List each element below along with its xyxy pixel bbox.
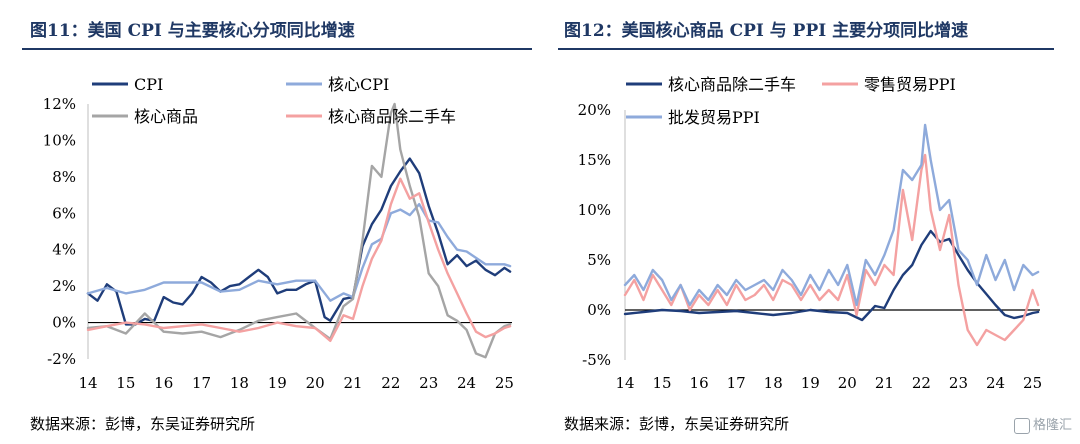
legend-label: 批发贸易PPI [668, 108, 760, 127]
series-line-3 [623, 123, 1040, 307]
series-line-1 [623, 229, 1040, 322]
y-tick-label: -2% [47, 350, 76, 368]
y-tick-label: 5% [587, 251, 611, 269]
source-note-2: 数据来源：彭博，东吴证券研究所 [564, 415, 790, 433]
y-tick-label: 12% [43, 95, 76, 113]
y-tick-label: 4% [52, 241, 76, 259]
x-tick-label: 25 [495, 374, 514, 392]
x-tick-label: 18 [764, 374, 783, 392]
series-line-2 [623, 153, 1040, 347]
chart-panel-1: 图11：美国 CPI 与主要核心分项同比增速 -2% 0% 2% 4% 6% 8% 10% 1… [22, 21, 532, 433]
chart-1-canvas: -2% 0% 2% 4% 6% 8% 10% 12% 14 15 16 17 18 19 20 21 22 23 2… [43, 75, 514, 392]
x-tick-label: 24 [457, 374, 476, 392]
y-tick-label: 6% [52, 204, 76, 222]
series-line-4 [86, 177, 512, 342]
y-tick-label: -5% [582, 351, 611, 369]
x-tick-label: 15 [653, 374, 672, 392]
x-tick-label: 16 [690, 374, 709, 392]
x-tick-label: 23 [419, 374, 438, 392]
legend-label: 核心商品 [134, 107, 198, 126]
x-tick-label: 14 [78, 374, 97, 392]
series-line-3 [86, 102, 512, 359]
x-tick-label: 15 [116, 374, 135, 392]
x-tick-label: 21 [343, 374, 362, 392]
x-tick-label: 14 [615, 374, 634, 392]
watermark: 格隆汇 [1013, 414, 1072, 434]
y-tick-label: 0% [52, 314, 76, 332]
series-line-1 [86, 157, 512, 326]
chart-panel-2: 图12：美国核心商品 CPI 与 PPI 主要分项同比增速 -5% 0% 5% 10%… [540, 0, 1080, 444]
x-tick-label: 16 [154, 374, 173, 392]
chart-2-canvas: -5% 0% 5% 10% 15% 20% 14 15 16 17 18 19 20 21 22 23 24 25… [578, 75, 1042, 392]
x-tick-label: 19 [268, 374, 287, 392]
legend-label: 核心商品除二手车 [668, 75, 796, 94]
x-tick-label: 20 [838, 374, 857, 392]
x-tick-label: 19 [801, 374, 820, 392]
legend-label: 零售贸易PPI [864, 75, 956, 94]
x-tick-label: 22 [912, 374, 931, 392]
chart-title-2: 图12：美国核心商品 CPI 与 PPI 主要分项同比增速 [564, 21, 969, 41]
x-tick-label: 17 [727, 374, 746, 392]
y-tick-label: 20% [578, 101, 611, 119]
y-tick-label: 2% [52, 277, 76, 295]
watermark-logo-icon [1013, 417, 1030, 434]
x-tick-label: 25 [1023, 374, 1042, 392]
y-tick-label: 15% [578, 151, 611, 169]
title-rule-2 [558, 48, 1054, 50]
x-tick-label: 24 [986, 374, 1005, 392]
legend-label: CPI [134, 75, 163, 94]
y-tick-label: 8% [52, 168, 76, 186]
x-tick-label: 20 [306, 374, 325, 392]
source-note-1: 数据来源：彭博，东吴证券研究所 [30, 415, 256, 433]
series-line-2 [86, 202, 512, 302]
y-tick-label: 10% [43, 131, 76, 149]
title-rule-1 [22, 48, 532, 50]
watermark-text: 格隆汇 [1032, 418, 1072, 433]
legend-label: 核心商品除二手车 [328, 107, 456, 126]
y-tick-label: 0% [587, 301, 611, 319]
y-tick-label: 10% [578, 201, 611, 219]
x-tick-label: 21 [875, 374, 894, 392]
x-tick-label: 17 [192, 374, 211, 392]
x-tick-label: 23 [949, 374, 968, 392]
chart-title-1: 图11：美国 CPI 与主要核心分项同比增速 [30, 21, 355, 41]
x-tick-label: 22 [381, 374, 400, 392]
legend-label: 核心CPI [328, 75, 389, 94]
x-tick-label: 18 [230, 374, 249, 392]
